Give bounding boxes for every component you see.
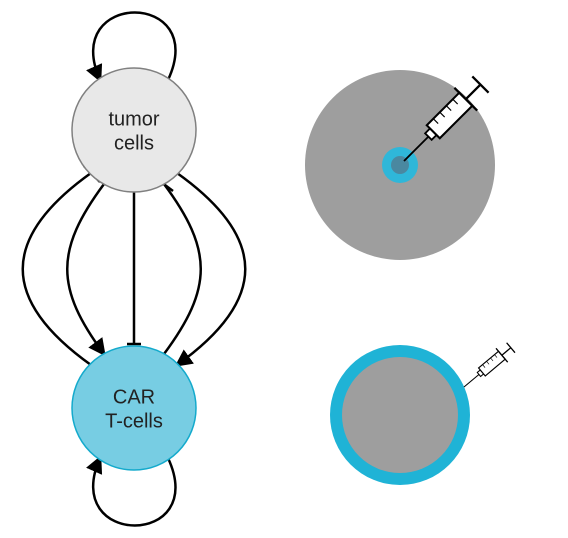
tumor-node-label1: tumor [108, 108, 159, 130]
edge-car-inhibits-tumor-left [23, 173, 91, 365]
car-node-label1: CAR [113, 386, 155, 408]
edge-tumor-activates-car-left [67, 184, 104, 354]
edge-car-inhibits-tumor-right [164, 184, 201, 354]
edge-tumor-activates-car-right [177, 173, 245, 365]
car-node-label2: T-cells [105, 410, 163, 432]
injection-edge-disc [342, 357, 458, 473]
syringe-icon-edge [458, 341, 517, 394]
tumor-node-label2: cells [114, 132, 154, 154]
